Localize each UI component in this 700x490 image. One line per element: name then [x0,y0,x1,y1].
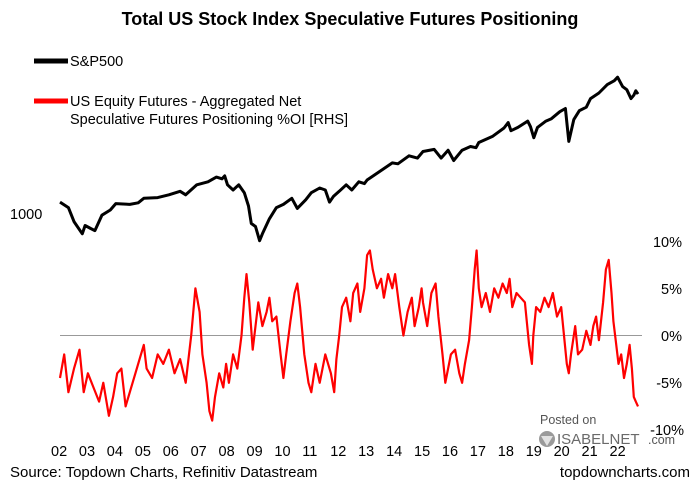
right-axis-tick-10: 10% [653,235,682,251]
x-tick-label: 17 [470,444,486,460]
x-tick-label: 06 [163,444,179,460]
footer-site: topdowncharts.com [560,464,690,481]
right-axis-tick-0: 0% [661,329,682,345]
x-tick-label: 10 [274,444,290,460]
legend-label-futures-line2: Speculative Futures Positioning %OI [RHS… [70,112,348,128]
x-tick-label: 04 [107,444,123,460]
legend: S&P500 US Equity Futures - Aggregated Ne… [34,54,348,128]
x-tick-label: 15 [414,444,430,460]
x-tick-label: 19 [526,444,542,460]
watermark: Posted on ISABELNET .com [539,413,675,448]
right-axis: 10% 5% 0% -5% -10% [650,235,684,439]
x-tick-label: 18 [498,444,514,460]
legend-label-sp500: S&P500 [70,54,123,70]
x-tick-label: 14 [386,444,402,460]
x-axis: 02 03 04 05 06 07 08 09 10 11 12 13 14 15 16 17 18 19 20 21… [51,444,626,460]
watermark-brand-suffix: .com [648,433,675,447]
watermark-posted-on: Posted on [540,413,596,427]
legend-label-futures-line1: US Equity Futures - Aggregated Net [70,94,301,110]
x-tick-label: 07 [191,444,207,460]
x-tick-label: 22 [610,444,626,460]
x-tick-label: 20 [554,444,570,460]
series-line-futures-positioning [58,249,639,422]
x-tick-label: 21 [582,444,598,460]
right-axis-tick-minus-5: -5% [656,376,682,392]
x-tick-label: 02 [51,444,67,460]
x-tick-label: 11 [302,444,317,460]
x-tick-label: 09 [247,444,263,460]
x-tick-label: 16 [442,444,458,460]
right-axis-tick-minus-10: -10% [650,423,684,439]
x-tick-label: 03 [79,444,95,460]
left-axis-tick-1000: 1000 [10,207,42,223]
x-tick-label: 12 [330,444,346,460]
footer-source: Source: Topdown Charts, Refinitiv Datast… [10,464,317,481]
x-tick-label: 13 [358,444,374,460]
series-line-sp500 [59,75,640,243]
right-axis-tick-5: 5% [661,282,682,298]
x-tick-label: 05 [135,444,151,460]
x-tick-label: 08 [219,444,235,460]
watermark-brand: ISABELNET [557,431,640,448]
chart-title: Total US Stock Index Speculative Futures… [122,9,579,29]
